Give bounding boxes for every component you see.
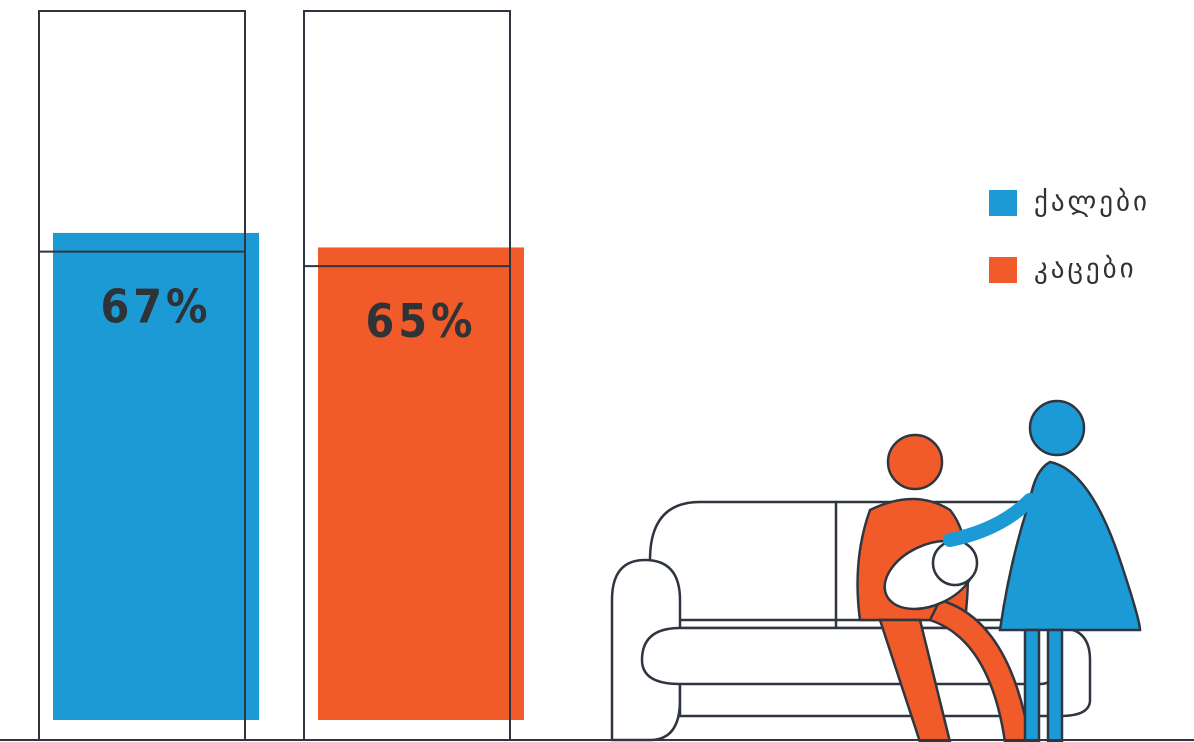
frame [303,10,511,741]
legend-label: კაცები [1034,254,1137,285]
frame [38,10,246,741]
legend-swatch [989,257,1017,283]
bar [53,232,259,720]
legend-label: ქალები [1034,187,1150,218]
illustration [610,399,1142,742]
bar [318,247,524,720]
legend-swatch [989,190,1017,216]
value-label: 67% [100,279,211,333]
value-label: 65% [365,294,476,348]
